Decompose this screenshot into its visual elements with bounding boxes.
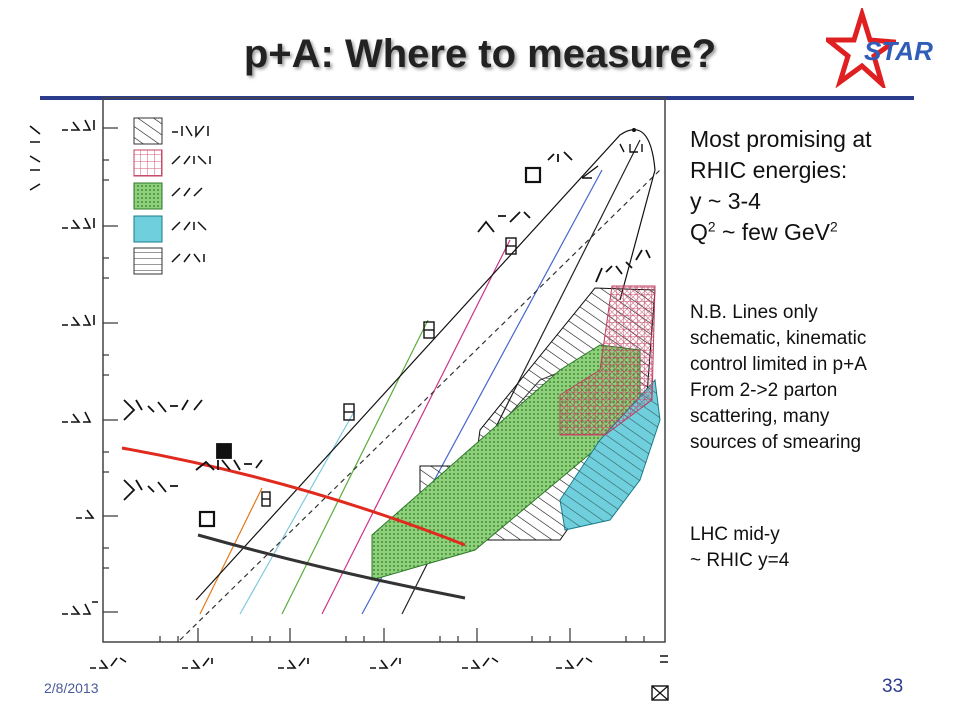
saturation-line-red	[121, 446, 466, 547]
kinematic-boundary	[195, 129, 656, 601]
footer-line: ~ RHIC y=4	[690, 550, 790, 571]
page-number: 33	[882, 676, 904, 697]
legend-swatch-diagonal	[133, 117, 163, 145]
x-axis-ticks	[159, 628, 645, 642]
q2-line: Q2 ~ few GeV2	[690, 219, 838, 245]
note-text: N.B. Lines only schematic, kinematic con…	[690, 300, 867, 456]
star-logo-text: STAR	[864, 36, 933, 66]
headline-line: y ~ 3-4	[690, 188, 761, 214]
headline-line: RHIC energies:	[690, 157, 848, 183]
rapidity-labels	[261, 143, 643, 507]
curve-labels	[123, 151, 651, 528]
legend	[133, 117, 211, 275]
note-line: sources of smearing	[690, 432, 862, 453]
y-axis-ticks	[103, 127, 118, 613]
saturation-line-dark	[197, 533, 466, 600]
note-line: scattering, many	[690, 406, 830, 427]
note-line: control limited in p+A	[690, 354, 867, 375]
legend-swatch-horizontal	[133, 247, 163, 275]
dashed-diagonal	[179, 167, 663, 641]
headline-text: Most promising at RHIC energies: y ~ 3-4…	[690, 124, 872, 248]
slide-title: p+A: Where to measure?	[243, 32, 717, 76]
footer-text: LHC mid-y ~ RHIC y=4	[690, 522, 789, 574]
legend-swatch-green	[133, 182, 163, 210]
note-line: N.B. Lines only	[690, 302, 818, 323]
legend-swatch-cyan	[133, 215, 163, 243]
note-line: schematic, kinematic	[690, 328, 867, 349]
note-line: From 2->2 parton	[690, 380, 838, 401]
slide-date: 2/8/2013	[44, 680, 99, 696]
axis-glyphs	[29, 119, 669, 701]
footer-line: LHC mid-y	[690, 524, 780, 545]
headline-line: Most promising at	[690, 126, 872, 152]
star-logo-icon	[826, 8, 896, 88]
data-regions	[371, 285, 661, 581]
